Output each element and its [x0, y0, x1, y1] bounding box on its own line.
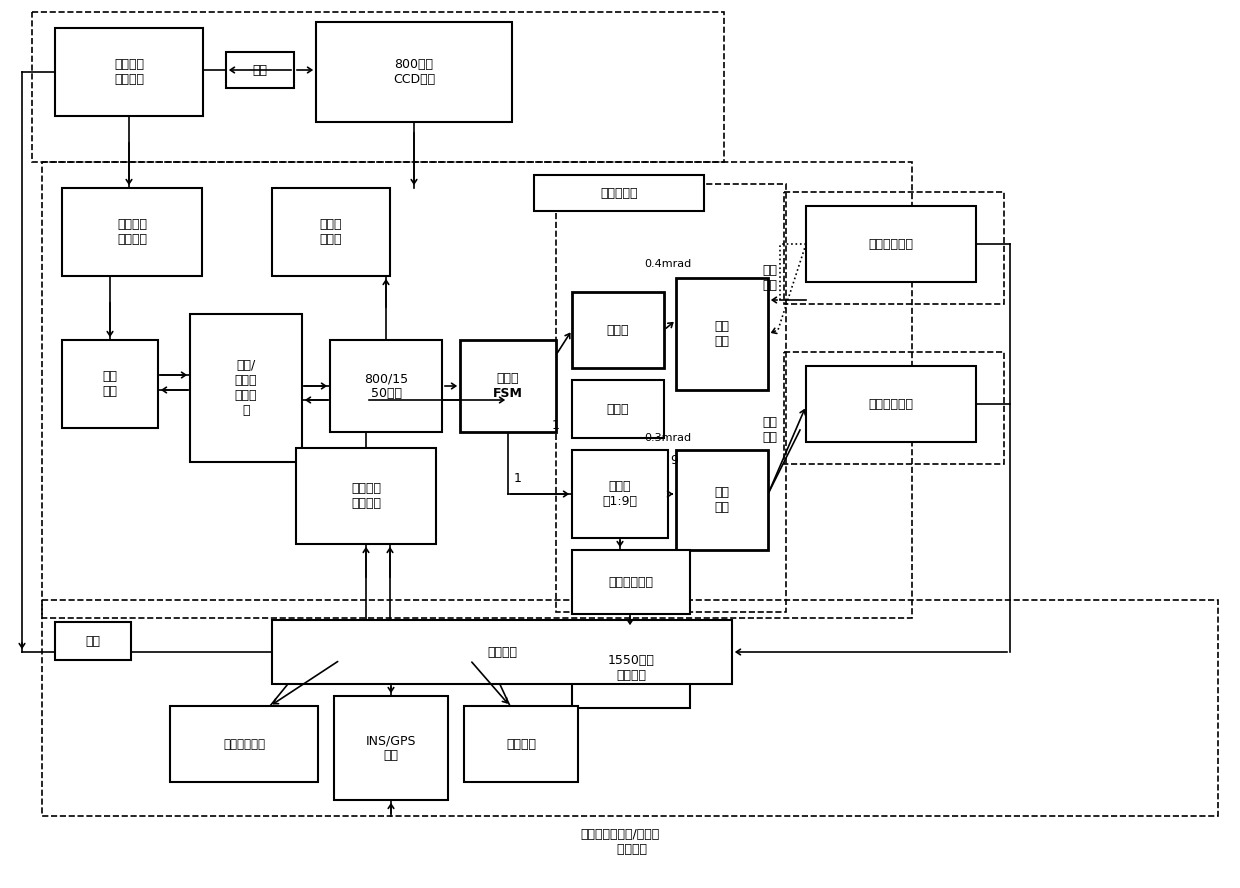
- Text: 总控单元: 总控单元: [487, 646, 517, 659]
- Text: 合束镜: 合束镜: [606, 323, 629, 337]
- Text: 分束镜
（1:9）: 分束镜 （1:9）: [603, 480, 637, 508]
- Text: 粗跟处理
控制电路: 粗跟处理 控制电路: [114, 58, 144, 86]
- Text: 发射
镜组: 发射 镜组: [714, 320, 729, 348]
- Bar: [32, 12, 724, 162]
- Text: INS/GPS
组件: INS/GPS 组件: [366, 734, 417, 762]
- Text: 1: 1: [552, 418, 560, 432]
- Bar: [296, 448, 436, 544]
- Bar: [784, 352, 1004, 464]
- Bar: [676, 450, 768, 550]
- Bar: [42, 162, 911, 618]
- Bar: [806, 366, 976, 442]
- Text: 精跟处理
控制电路: 精跟处理 控制电路: [351, 482, 381, 510]
- Text: 光学及精跟: 光学及精跟: [600, 186, 637, 200]
- Bar: [556, 184, 786, 612]
- Bar: [806, 206, 976, 282]
- Text: 800波段
CCD相机: 800波段 CCD相机: [393, 58, 435, 86]
- Bar: [572, 292, 663, 368]
- Text: 反射/
折射式
望远单
元: 反射/ 折射式 望远单 元: [234, 359, 257, 417]
- Text: 800/15
50分光: 800/15 50分光: [363, 372, 408, 400]
- Bar: [55, 28, 203, 116]
- Text: 二维摆镜
电机编码: 二维摆镜 电机编码: [117, 218, 148, 246]
- Bar: [572, 628, 689, 708]
- Text: 通信接收单元: 通信接收单元: [868, 398, 914, 410]
- Text: 粗跟成
像镜组: 粗跟成 像镜组: [320, 218, 342, 246]
- Bar: [676, 278, 768, 390]
- Text: 0.4mrad: 0.4mrad: [645, 259, 692, 269]
- Bar: [572, 450, 668, 538]
- Text: 0.3mrad: 0.3mrad: [645, 433, 692, 443]
- Bar: [534, 175, 704, 211]
- Bar: [316, 22, 512, 122]
- Text: 接收
镜组: 接收 镜组: [714, 486, 729, 514]
- Bar: [42, 600, 1218, 816]
- Bar: [464, 706, 578, 782]
- Bar: [272, 620, 732, 684]
- Bar: [226, 52, 294, 88]
- Text: 1550波段
短波相机: 1550波段 短波相机: [608, 654, 655, 682]
- Text: 二维
摆镜: 二维 摆镜: [103, 370, 118, 398]
- Bar: [170, 706, 317, 782]
- Bar: [330, 340, 441, 432]
- Text: 多模
光纤: 多模 光纤: [763, 416, 777, 444]
- Text: 粗跟: 粗跟: [253, 64, 268, 76]
- Bar: [784, 192, 1004, 304]
- Bar: [572, 380, 663, 438]
- Bar: [460, 340, 556, 432]
- Text: 精跟成像镜组: 精跟成像镜组: [609, 575, 653, 589]
- Text: 遥测单元: 遥测单元: [506, 738, 536, 750]
- Bar: [55, 622, 131, 660]
- Bar: [572, 550, 689, 614]
- Text: 总控: 总控: [86, 635, 100, 647]
- Text: 微波链路：指令/对方姿
      态、位置: 微波链路：指令/对方姿 态、位置: [580, 828, 660, 856]
- Bar: [334, 696, 448, 800]
- Text: 通信发射单元: 通信发射单元: [868, 237, 914, 250]
- Bar: [272, 188, 391, 276]
- Bar: [62, 340, 157, 428]
- Bar: [190, 314, 303, 462]
- Text: 9: 9: [670, 454, 678, 466]
- Text: 电源管理单元: 电源管理单元: [223, 738, 265, 750]
- Text: 滤光片: 滤光片: [606, 402, 629, 416]
- Bar: [62, 188, 202, 276]
- Text: 快反镜
FSM: 快反镜 FSM: [494, 372, 523, 400]
- Text: 1: 1: [515, 472, 522, 485]
- Text: 单模
光纤: 单模 光纤: [763, 264, 777, 292]
